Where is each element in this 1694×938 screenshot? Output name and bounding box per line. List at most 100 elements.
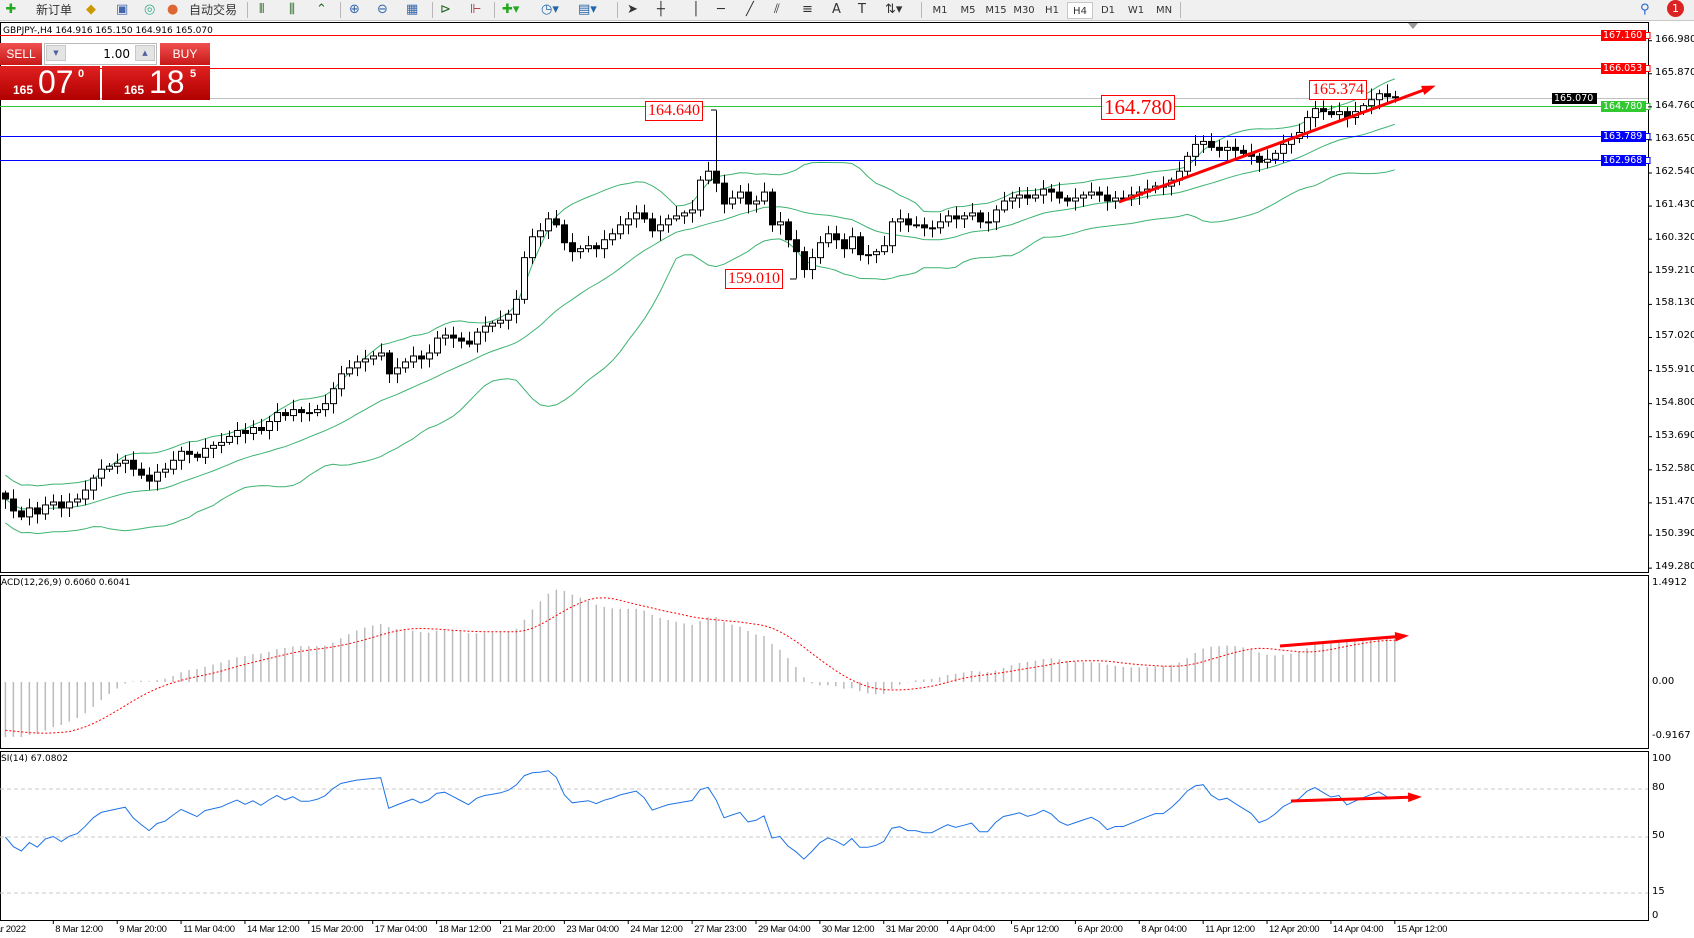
candle-bull — [969, 212, 976, 217]
indicators-icon[interactable]: ✚▾ — [502, 2, 520, 17]
candle-bull — [354, 361, 361, 369]
level-price-label[interactable]: 164.780 — [1101, 95, 1176, 120]
candle-bear — [10, 498, 17, 512]
line-chart-icon[interactable]: ⌃ — [316, 2, 327, 17]
candle-bull — [266, 421, 273, 431]
rsi-axis-label: 50 — [1652, 830, 1665, 841]
timeframe-m30[interactable]: M30 — [1013, 5, 1035, 16]
candle-bull — [753, 200, 760, 205]
chart-shift-icon[interactable]: ⊩ — [470, 2, 482, 17]
candle-bull — [1312, 108, 1319, 119]
time-axis-label: 17 Mar 04:00 — [374, 924, 428, 935]
zoom-in-icon[interactable]: ⊕ — [349, 2, 360, 17]
recent-high-label[interactable]: 165.374 — [1309, 80, 1367, 100]
candle-bull — [1200, 140, 1207, 145]
price-axis-label: 164.760 — [1655, 99, 1694, 111]
macd-signal-line — [5, 597, 1395, 734]
high-price-label[interactable]: 164.640 — [645, 101, 703, 121]
rsi-pane-frame — [0, 751, 1649, 921]
timeframe-w1[interactable]: W1 — [1127, 5, 1145, 16]
lot-size-input[interactable]: 1.00 — [44, 43, 157, 65]
time-axis-label: 4 Apr 04:00 — [949, 924, 996, 935]
time-axis-label: Mar 2022 — [0, 924, 26, 935]
horizontal-line-icon[interactable]: ─ — [717, 2, 725, 17]
trendline-icon[interactable]: ╱ — [746, 2, 754, 17]
new-order-icon[interactable]: ✚ — [5, 2, 17, 17]
signal-icon[interactable]: ◎ — [144, 2, 156, 17]
timeframe-m5[interactable]: M5 — [960, 5, 976, 16]
new-order-button[interactable]: 新订单 — [36, 3, 73, 17]
candle-bear — [1048, 188, 1055, 193]
price-line-label: 165.070 — [1552, 92, 1597, 104]
candle-bear — [1240, 149, 1247, 154]
vertical-line-icon[interactable]: │ — [692, 2, 700, 17]
time-axis-label: 14 Apr 04:00 — [1332, 924, 1384, 935]
time-axis-label: 5 Apr 12:00 — [1013, 924, 1060, 935]
timeframe-h4[interactable]: H4 — [1067, 2, 1093, 19]
price-axis-label: 158.130 — [1655, 297, 1694, 309]
macd-axis-label: -0.9167 — [1652, 730, 1691, 742]
candle-bull — [1112, 197, 1119, 202]
rsi-axis-label: 15 — [1652, 886, 1665, 897]
sell-button[interactable]: SELL — [0, 43, 42, 65]
candle-bear — [146, 474, 153, 482]
candle-bull — [961, 215, 968, 220]
buy-button[interactable]: BUY — [160, 43, 210, 65]
candle-bull — [673, 215, 680, 220]
search-icon[interactable]: ⚲ — [1640, 2, 1650, 17]
cursor-icon[interactable]: ➤ — [627, 2, 638, 17]
buy-price[interactable]: 165 18 5 — [102, 64, 210, 100]
text-label-icon[interactable]: T — [858, 2, 866, 17]
price-axis-label: 149.280 — [1655, 561, 1694, 573]
timeframe-h1[interactable]: H1 — [1045, 5, 1059, 16]
auto-trading-icon[interactable]: ● — [167, 2, 179, 17]
market-watch-icon[interactable]: ▣ — [116, 2, 129, 17]
candle-bear — [1384, 93, 1391, 98]
templates-icon[interactable]: ▤▾ — [578, 2, 597, 17]
timeframe-m1[interactable]: M1 — [932, 5, 948, 16]
arrows-icon[interactable]: ⇅▾ — [885, 2, 903, 17]
crosshair-icon[interactable]: ┼ — [657, 2, 665, 17]
candle-bull — [889, 221, 896, 247]
candle-bull — [529, 236, 536, 259]
auto-scroll-icon[interactable]: ⊳ — [440, 2, 451, 17]
time-axis-label: 8 Apr 04:00 — [1141, 924, 1187, 935]
time-axis-label: 14 Mar 12:00 — [246, 924, 300, 935]
tile-windows-icon[interactable]: ▦ — [406, 2, 419, 17]
candle-bear — [1056, 191, 1063, 199]
time-axis-label: 23 Mar 04:00 — [566, 924, 619, 935]
notification-badge[interactable]: 1 — [1667, 0, 1684, 17]
gold-icon[interactable]: ◆ — [86, 2, 96, 17]
price-axis-label: 163.650 — [1655, 132, 1694, 144]
candle-bull — [945, 215, 952, 223]
zoom-out-icon[interactable]: ⊖ — [377, 2, 388, 17]
candle-bull — [545, 218, 552, 232]
text-icon[interactable]: A — [832, 2, 841, 17]
candle-bull — [154, 471, 161, 482]
lot-increase-button[interactable]: ▲ — [135, 45, 155, 61]
sell-price-fraction: 0 — [78, 68, 85, 80]
periods-icon[interactable]: ◷▾ — [541, 2, 559, 17]
timeframe-d1[interactable]: D1 — [1100, 5, 1116, 16]
bollinger-lower-band — [5, 169, 1395, 535]
candle-bull — [26, 507, 33, 518]
bar-chart-icon[interactable]: ⫴ — [259, 2, 265, 17]
equidistant-channel-icon[interactable]: ⫽ — [774, 2, 780, 17]
auto-trading-button[interactable]: 自动交易 — [189, 3, 238, 17]
sell-price[interactable]: 165 07 0 — [0, 64, 100, 100]
lot-decrease-button[interactable]: ▼ — [46, 45, 66, 61]
candle-bull — [1009, 197, 1016, 202]
candle-bull — [314, 409, 321, 414]
price-axis-label: 162.540 — [1655, 166, 1694, 177]
timeframe-mn[interactable]: MN — [1155, 5, 1173, 16]
candlestick-icon[interactable]: ⫼ — [289, 2, 295, 17]
price-trend-arrow — [1118, 85, 1433, 204]
candle-bear — [593, 245, 600, 250]
separator — [247, 2, 248, 18]
candle-bear — [841, 239, 848, 250]
fibonacci-icon[interactable]: ≡ — [802, 2, 813, 17]
timeframe-m15[interactable]: M15 — [985, 5, 1007, 16]
low-price-label[interactable]: 159.010 — [725, 269, 783, 289]
candle-bear — [857, 236, 864, 256]
